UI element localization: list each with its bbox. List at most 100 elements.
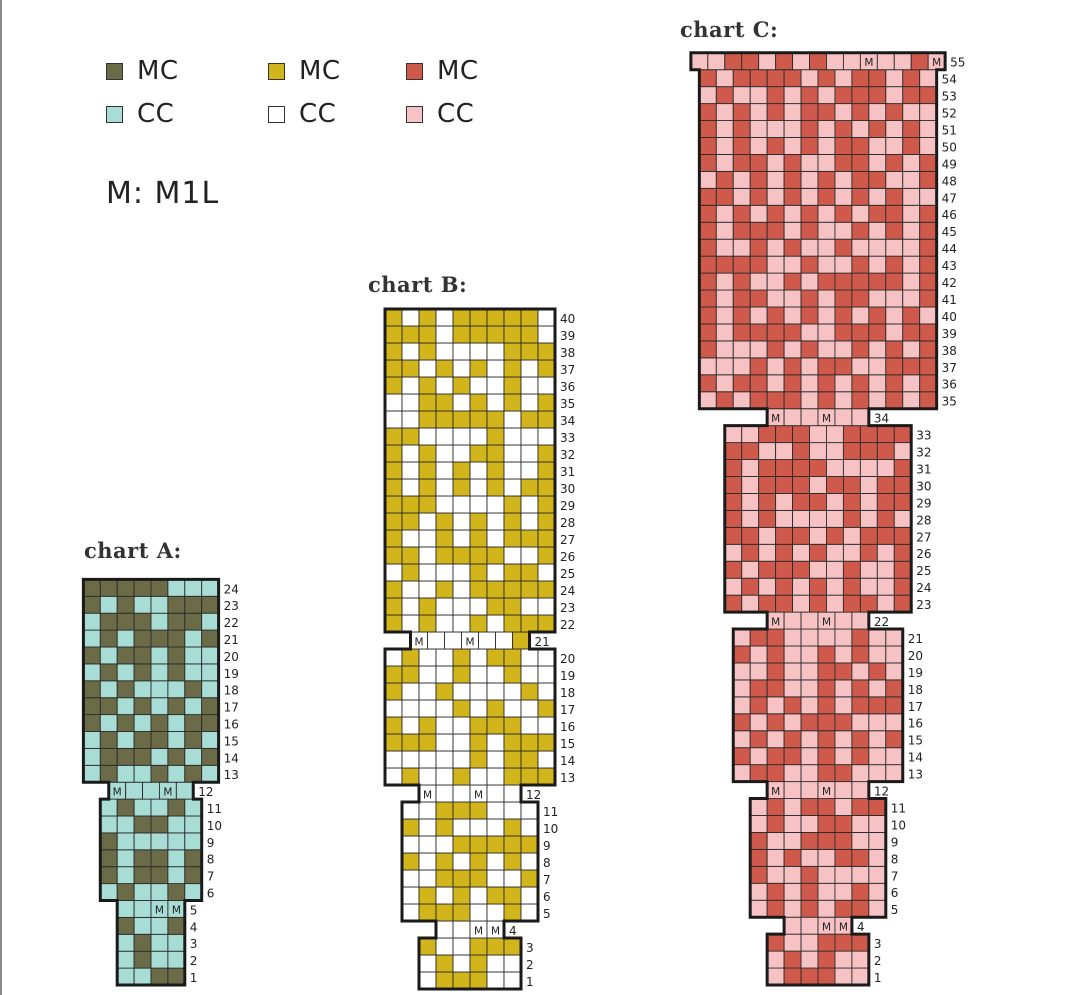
chart-b-cell bbox=[401, 495, 420, 514]
chart-c-cell bbox=[732, 628, 751, 647]
chart-c-cell bbox=[758, 425, 777, 444]
chart-c-cell bbox=[851, 323, 870, 342]
chart-c-cell bbox=[817, 933, 836, 952]
chart-c-cell bbox=[758, 509, 777, 528]
chart-b-cell bbox=[486, 597, 505, 616]
chart-c-cell bbox=[783, 323, 802, 342]
page-edge-line bbox=[0, 0, 2, 995]
chart-c-cell bbox=[749, 340, 768, 359]
chart-b-cell bbox=[435, 750, 454, 769]
chart-c-cell bbox=[800, 323, 819, 342]
chart-a-cell bbox=[133, 933, 152, 952]
chart-c-cell bbox=[732, 103, 751, 121]
chart-a-cell bbox=[99, 731, 118, 749]
chart-b-cell bbox=[486, 359, 505, 378]
chart-c-cell bbox=[766, 865, 785, 884]
legend-swatch-c-cc bbox=[406, 105, 423, 123]
chart-c-cell bbox=[851, 272, 870, 291]
chart-c-cell bbox=[893, 493, 912, 511]
legend-swatch-b-cc bbox=[268, 105, 285, 123]
chart-a-cell bbox=[150, 680, 169, 699]
chart-b-cell bbox=[469, 954, 488, 973]
chart-c-cell bbox=[715, 306, 734, 325]
chart-c-cell bbox=[885, 137, 904, 155]
chart-c-cell bbox=[885, 357, 904, 376]
row-number-label: 43 bbox=[942, 259, 957, 273]
chart-c-cell bbox=[741, 543, 760, 562]
chart-b-cell bbox=[418, 614, 437, 633]
chart-b-cell bbox=[469, 376, 488, 395]
chart-b-cell bbox=[486, 682, 505, 701]
row-number-label: 1 bbox=[190, 971, 198, 985]
chart-c-cell bbox=[826, 52, 844, 71]
row-number-label: 18 bbox=[560, 686, 575, 700]
chart-a-cell bbox=[99, 629, 118, 648]
chart-a-cell bbox=[150, 629, 169, 648]
chart-b-cell bbox=[452, 733, 471, 752]
chart-c-cell bbox=[885, 187, 904, 206]
chart-c-cell bbox=[851, 882, 870, 901]
chart-c-cell bbox=[885, 120, 904, 138]
chart-b-cell bbox=[486, 716, 505, 735]
chart-b-cell bbox=[435, 801, 454, 820]
chart-c-cell bbox=[885, 69, 904, 88]
row-number-label: 35 bbox=[560, 397, 575, 411]
chart-b-cell bbox=[486, 699, 505, 718]
chart-b-cell bbox=[401, 733, 420, 752]
chart-c-cell bbox=[800, 899, 819, 918]
row-number-label: 8 bbox=[891, 852, 899, 866]
chart-c-cell bbox=[834, 899, 853, 918]
chart-a-cell bbox=[150, 798, 169, 817]
chart-c-cell bbox=[919, 204, 938, 223]
chart-c-cell bbox=[783, 340, 802, 359]
chart-c-cell bbox=[826, 442, 844, 461]
chart-c-cell bbox=[885, 289, 904, 308]
chart-c-cell bbox=[783, 120, 802, 138]
chart-b-cell bbox=[452, 801, 471, 820]
row-number-label: 21 bbox=[224, 633, 239, 647]
row-number-label: 14 bbox=[908, 751, 923, 765]
chart-a-cell bbox=[167, 697, 186, 716]
chart-a-cell bbox=[150, 578, 169, 597]
chart-c-cell bbox=[783, 865, 802, 884]
chart-c-cell bbox=[868, 815, 887, 833]
chart-b-cell bbox=[384, 529, 403, 548]
chart-b-cell bbox=[418, 461, 437, 480]
chart-b-cell bbox=[435, 342, 454, 361]
chart-b-cell bbox=[435, 563, 454, 582]
row-number-label: 1 bbox=[874, 971, 882, 985]
chart-c-cell bbox=[902, 357, 921, 376]
chart-c-cell bbox=[741, 526, 760, 545]
chart-c-cell bbox=[834, 374, 853, 393]
row-number-label: 30 bbox=[560, 482, 575, 496]
chart-c-cell bbox=[868, 899, 887, 918]
chart-a-cell bbox=[150, 747, 169, 766]
chart-c-cell bbox=[902, 374, 921, 393]
chart-c-cell bbox=[851, 832, 870, 850]
chart-c-cell bbox=[885, 696, 904, 715]
chart-c-cell bbox=[715, 204, 734, 223]
chart-c-cell bbox=[868, 848, 887, 867]
chart-b-cell bbox=[401, 886, 420, 905]
chart-c-cell bbox=[919, 221, 938, 240]
chart-a-cell bbox=[133, 731, 152, 749]
chart-c-cell bbox=[766, 815, 785, 833]
chart-c-cell bbox=[902, 272, 921, 291]
chart-b-cell bbox=[503, 954, 522, 973]
chart-a-cell bbox=[201, 646, 220, 665]
chart-a-cell bbox=[133, 849, 152, 868]
chart-c-cell bbox=[826, 543, 844, 562]
chart-b-cell bbox=[537, 580, 556, 599]
chart-c-cell bbox=[919, 306, 938, 325]
chart-c-cell bbox=[783, 713, 802, 732]
chart-c-cell bbox=[834, 137, 853, 155]
chart-b-cell bbox=[401, 682, 420, 701]
row-number-label: 24 bbox=[916, 581, 931, 595]
chart-c-cell bbox=[800, 747, 819, 766]
chart-b-cell bbox=[452, 665, 471, 684]
row-number-label: 25 bbox=[916, 564, 931, 578]
chart-c-cell bbox=[817, 86, 836, 105]
chart-b-cell bbox=[503, 869, 522, 888]
chart-a-cell bbox=[184, 680, 203, 699]
chart-b-cell bbox=[537, 478, 556, 497]
